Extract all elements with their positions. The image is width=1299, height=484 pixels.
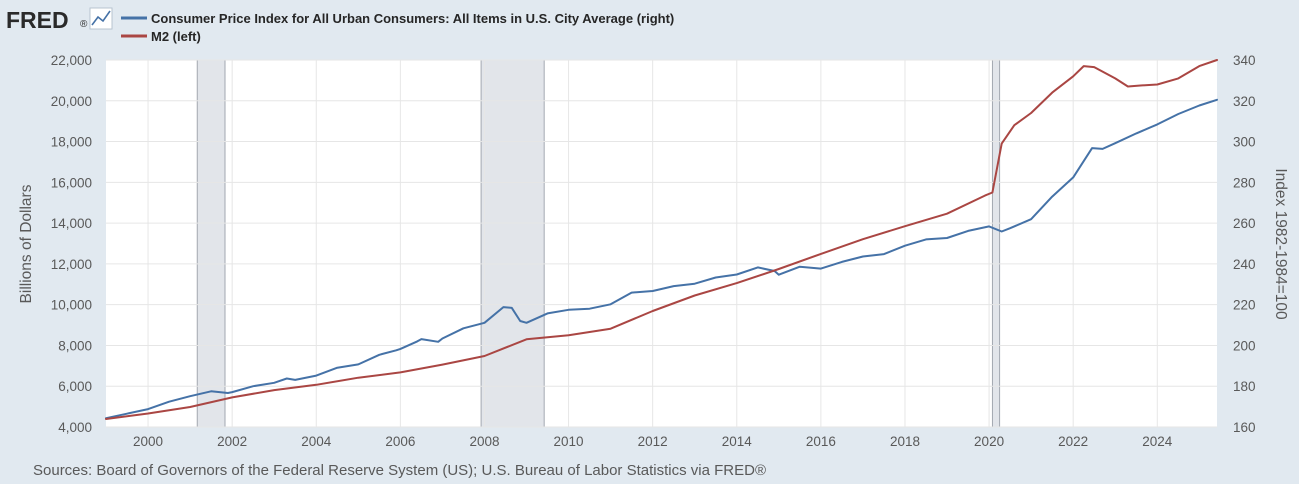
y-tick-left-label: 10,000 [51,298,92,313]
y-tick-left-label: 8,000 [58,338,92,353]
x-tick-label: 2010 [554,434,584,449]
series-lines [105,59,1218,420]
y-tick-left-label: 14,000 [51,216,92,231]
legend: Consumer Price Index for All Urban Consu… [121,11,674,44]
grid-lines [106,59,1217,428]
x-tick-label: 2008 [469,434,499,449]
recession-band-3 [991,59,1001,428]
x-tick-label: 2020 [974,434,1004,449]
y-tick-right-label: 260 [1233,216,1256,231]
series-line-cpi [105,98,1218,420]
y-tick-right-label: 240 [1233,257,1256,272]
x-tick-label: 2018 [890,434,920,449]
y-tick-left-label: 6,000 [58,379,92,394]
y-tick-left-label: 12,000 [51,257,92,272]
tick-labels: 4,000 6,000 8,000 10,000 12,000 14,000 16,000 1… [51,53,1256,449]
y-tick-right-label: 340 [1233,53,1256,68]
x-tick-label: 2016 [806,434,836,449]
y-axis-right-title: Index 1982-1984=100 [1272,168,1289,320]
y-tick-left-label: 20,000 [51,94,92,109]
x-tick-label: 2002 [217,434,247,449]
legend-item-m2[interactable]: M2 (left) [121,29,201,44]
y-tick-right-label: 160 [1233,420,1256,435]
legend-label-m2: M2 (left) [151,29,201,44]
recession-band-1 [196,59,226,428]
fred-logo-trademark: ® [80,19,88,30]
recession-bands [196,59,1001,428]
y-tick-left-label: 22,000 [51,53,92,68]
line-chart-icon [89,7,113,30]
y-tick-right-label: 220 [1233,298,1256,313]
y-tick-right-label: 320 [1233,94,1256,109]
legend-label-cpi: Consumer Price Index for All Urban Consu… [151,11,674,26]
y-axis-left-title: Billions of Dollars [18,184,35,303]
recession-band-2 [480,59,545,428]
x-tick-label: 2014 [722,434,753,449]
plot-area [106,60,1217,427]
y-tick-right-label: 180 [1233,379,1256,394]
y-tick-left-label: 16,000 [51,175,92,190]
x-tick-label: 2024 [1142,434,1173,449]
legend-item-cpi[interactable]: Consumer Price Index for All Urban Consu… [121,11,674,26]
x-tick-label: 2022 [1058,434,1088,449]
x-tick-label: 2006 [385,434,415,449]
y-tick-right-label: 280 [1233,175,1256,190]
source-note: Sources: Board of Governors of the Feder… [33,462,766,479]
y-tick-right-label: 300 [1233,135,1256,150]
x-tick-label: 2000 [133,434,163,449]
y-tick-right-label: 200 [1233,338,1256,353]
series-line-m2 [105,59,1218,420]
x-tick-label: 2004 [301,434,332,449]
fred-logo-text: FRED [6,7,69,33]
fred-logo[interactable]: FRED ® [6,7,113,33]
y-tick-left-label: 18,000 [51,135,92,150]
y-tick-left-label: 4,000 [58,420,92,435]
x-tick-label: 2012 [638,434,668,449]
